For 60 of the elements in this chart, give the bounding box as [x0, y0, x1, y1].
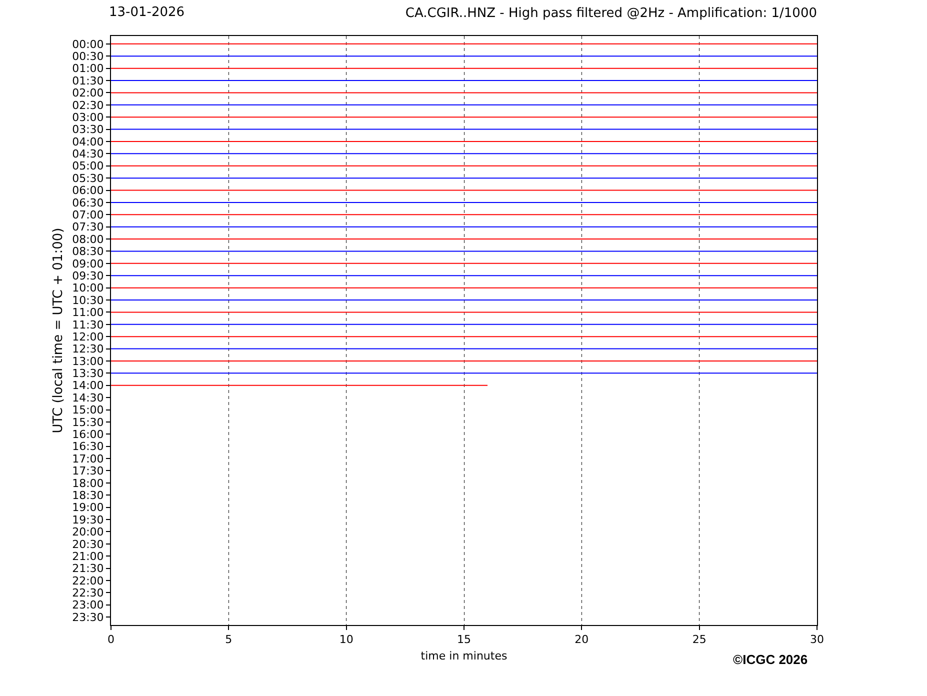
y-tick-label: 13:30: [72, 367, 104, 380]
y-tick-label: 11:30: [72, 318, 104, 332]
y-tick-label: 22:00: [72, 574, 104, 588]
y-tick-label: 15:00: [72, 404, 104, 417]
x-tick-label: 10: [339, 633, 354, 646]
y-tick-label: 06:30: [72, 196, 104, 210]
y-tick-label: 00:30: [72, 50, 104, 63]
y-tick-label: 20:00: [72, 526, 104, 539]
y-tick-label: 18:00: [72, 476, 104, 490]
y-tick-label: 13:00: [72, 354, 104, 368]
y-tick-label: 00:00: [72, 38, 104, 51]
y-tick-label: 02:30: [72, 98, 104, 112]
y-tick-label: 06:00: [72, 184, 104, 198]
y-tick-label: 01:00: [72, 62, 104, 76]
x-tick-label: 30: [810, 633, 824, 646]
x-axis-title: time in minutes: [420, 649, 508, 662]
y-tick-label: 16:30: [72, 440, 104, 454]
y-tick-label: 09:30: [72, 269, 104, 282]
y-tick-label: 11:00: [72, 306, 104, 320]
x-tick-label: 5: [225, 633, 232, 646]
y-axis-title: UTC (local time = UTC + 01:00): [51, 228, 66, 434]
y-tick-label: 03:30: [72, 123, 104, 136]
y-tick-label: 04:00: [72, 135, 104, 148]
y-tick-label: 15:30: [72, 416, 104, 429]
y-tick-label: 07:30: [72, 220, 104, 234]
y-tick-label: 12:30: [72, 342, 104, 356]
y-tick-label: 21:30: [72, 562, 104, 576]
y-tick-label: 12:00: [72, 330, 104, 344]
y-tick-label: 22:30: [72, 586, 104, 600]
text: 13-01-2026: [109, 5, 185, 20]
y-tick-label: 19:00: [72, 501, 104, 514]
y-tick-label: 04:30: [72, 148, 104, 161]
x-tick-label: 25: [692, 633, 706, 646]
y-tick-label: 02:00: [72, 86, 104, 100]
y-tick-label: 10:30: [72, 294, 104, 307]
y-tick-label: 08:30: [72, 245, 104, 258]
y-tick-label: 14:30: [72, 391, 104, 404]
y-tick-label: 17:30: [72, 464, 104, 478]
y-tick-label: 05:00: [72, 160, 104, 173]
y-tick-label: 09:00: [72, 257, 104, 270]
chart-title: CA.CGIR..HNZ - High pass filtered @2Hz - Amplification: 1/1000: [405, 6, 817, 22]
y-tick-label: 16:00: [72, 428, 104, 441]
y-tick-label: 23:00: [72, 598, 104, 612]
y-tick-label: 23:30: [72, 610, 104, 624]
y-tick-label: 05:30: [72, 172, 104, 185]
y-tick-label: 07:00: [72, 208, 104, 222]
y-tick-label: 17:00: [72, 452, 104, 466]
text: ©ICGC 2026: [733, 652, 808, 667]
y-tick-label: 21:00: [72, 550, 104, 563]
y-tick-label: 10:00: [72, 282, 104, 295]
x-tick-label: 0: [108, 633, 114, 646]
y-tick-label: 14:00: [72, 379, 104, 392]
y-tick-label: 18:30: [72, 488, 104, 502]
y-tick-label: 20:30: [72, 538, 104, 551]
y-tick-label: 01:30: [72, 74, 104, 88]
y-tick-label: 19:30: [72, 513, 104, 526]
y-tick-label: 03:00: [72, 110, 104, 124]
y-tick-label: 08:00: [72, 232, 104, 246]
x-tick-label: 20: [574, 633, 589, 646]
x-tick-label: 15: [457, 633, 471, 646]
